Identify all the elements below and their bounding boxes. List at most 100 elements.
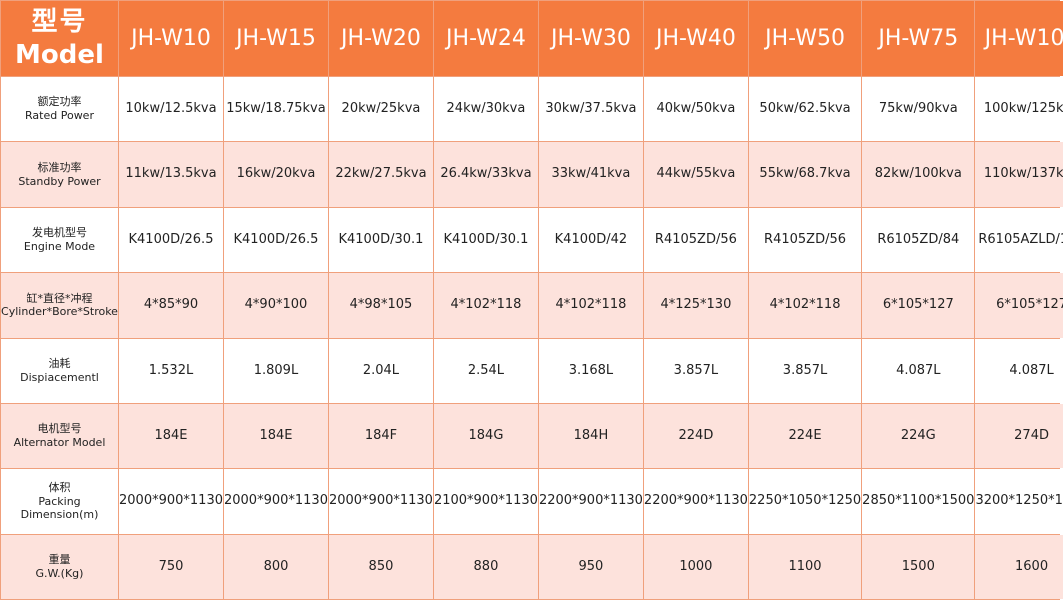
spec-value: 4*102*118	[748, 273, 862, 338]
spec-value: 2000*900*1130	[119, 469, 223, 534]
model-header: JH-W24	[433, 1, 538, 76]
spec-value: 100kw/125kva	[975, 77, 1063, 142]
row-label-cn: 体积	[48, 480, 71, 494]
spec-value: 110kw/137kva	[975, 142, 1063, 207]
spec-value: 880	[433, 534, 538, 599]
spec-value: 82kw/100kva	[862, 142, 975, 207]
spec-value: 850	[328, 534, 433, 599]
spec-value: 11kw/13.5kva	[119, 142, 223, 207]
spec-value: 30kw/37.5kva	[538, 77, 643, 142]
spec-value: 2100*900*1130	[433, 469, 538, 534]
spec-value: 24kw/30kva	[433, 77, 538, 142]
spec-value: 10kw/12.5kva	[119, 77, 223, 142]
spec-value: K4100D/30.1	[328, 207, 433, 273]
header-title-cn: 型号	[31, 7, 88, 37]
spec-value: 750	[119, 534, 223, 599]
spec-value: 1100	[748, 534, 862, 599]
row-label-en: Rated Power	[25, 109, 94, 123]
row-label-en: G.W.(Kg)	[35, 566, 84, 580]
spec-value: 55kw/68.7kva	[748, 142, 862, 207]
spec-value: 4*125*130	[643, 273, 748, 338]
spec-value: 22kw/27.5kva	[328, 142, 433, 207]
spec-value: 184H	[538, 403, 643, 469]
spec-value: 184E	[119, 403, 223, 469]
row-label-en: Standby Power	[18, 174, 101, 188]
spec-value: 224E	[748, 403, 862, 469]
spec-value: 2250*1050*1250	[748, 469, 862, 534]
row-label-en: Packing Dimension(m)	[20, 494, 99, 522]
spec-value: R4105ZD/56	[748, 207, 862, 273]
spec-value: K4100D/42	[538, 207, 643, 273]
row-label: 油耗 Dispiacementl	[1, 338, 118, 403]
spec-value: 3.857L	[643, 338, 748, 403]
spec-value: K4100D/26.5	[223, 207, 328, 273]
spec-value: 950	[538, 534, 643, 599]
model-header: JH-W20	[328, 1, 433, 76]
row-label: 发电机型号 Engine Mode	[1, 207, 118, 273]
spec-value: 1000	[643, 534, 748, 599]
spec-value: 1600	[975, 534, 1063, 599]
row-label: 标准功率 Standby Power	[1, 142, 118, 207]
row-label-en: Cylinder*Bore*Stroke	[1, 305, 118, 319]
row-label: 缸*直径*冲程 Cylinder*Bore*Stroke	[1, 273, 118, 338]
spec-value: 26.4kw/33kva	[433, 142, 538, 207]
spec-value: 1500	[862, 534, 975, 599]
spec-value: 4*90*100	[223, 273, 328, 338]
spec-value: 2000*900*1130	[328, 469, 433, 534]
row-label: 电机型号 Alternator Model	[1, 403, 118, 469]
row-label: 体积 Packing Dimension(m)	[1, 469, 118, 534]
row-label: 重量 G.W.(Kg)	[1, 534, 118, 599]
row-label-cn: 发电机型号	[32, 226, 87, 240]
row-label-en: Dispiacementl	[20, 370, 99, 384]
row-label-cn: 标准功率	[37, 160, 82, 174]
model-header: JH-W40	[643, 1, 748, 76]
spec-value: 6*105*127	[862, 273, 975, 338]
model-header: JH-W10	[119, 1, 223, 76]
model-header: JH-W50	[748, 1, 862, 76]
spec-value: 184G	[433, 403, 538, 469]
row-label-cn: 电机型号	[37, 422, 82, 436]
row-label-en: Engine Mode	[23, 239, 96, 253]
model-header: JH-W30	[538, 1, 643, 76]
spec-value: 2850*1100*1500	[862, 469, 975, 534]
spec-value: 3.857L	[748, 338, 862, 403]
spec-value: 2200*900*1130	[643, 469, 748, 534]
row-label: 额定功率 Rated Power	[1, 77, 118, 142]
spec-value: 15kw/18.75kva	[223, 77, 328, 142]
spec-value: 2200*900*1130	[538, 469, 643, 534]
spec-value: 184E	[223, 403, 328, 469]
spec-value: 3200*1250*1650	[975, 469, 1063, 534]
spec-value: 4*102*118	[433, 273, 538, 338]
spec-value: 2.54L	[433, 338, 538, 403]
spec-value: R6105AZLD/110	[975, 207, 1063, 273]
model-header: JH-W100	[975, 1, 1063, 76]
spec-value: 33kw/41kva	[538, 142, 643, 207]
spec-value: 40kw/50kva	[643, 77, 748, 142]
spec-value: 4*98*105	[328, 273, 433, 338]
row-label-cn: 额定功率	[37, 95, 82, 109]
spec-value: 20kw/25kva	[328, 77, 433, 142]
spec-value: R4105ZD/56	[643, 207, 748, 273]
model-header: JH-W75	[862, 1, 975, 76]
spec-value: 2000*900*1130	[223, 469, 328, 534]
spec-value: 1.532L	[119, 338, 223, 403]
spec-value: 4.087L	[862, 338, 975, 403]
spec-value: 6*105*127	[975, 273, 1063, 338]
spec-value: 4.087L	[975, 338, 1063, 403]
spec-value: 184F	[328, 403, 433, 469]
spec-value: 800	[223, 534, 328, 599]
spec-value: R6105ZD/84	[862, 207, 975, 273]
spec-value: 44kw/55kva	[643, 142, 748, 207]
spec-value: 3.168L	[538, 338, 643, 403]
spec-value: 16kw/20kva	[223, 142, 328, 207]
spec-value: K4100D/30.1	[433, 207, 538, 273]
spec-value: 50kw/62.5kva	[748, 77, 862, 142]
spec-value: 224D	[643, 403, 748, 469]
spec-value: 274D	[975, 403, 1063, 469]
row-label-cn: 重量	[48, 553, 71, 567]
row-label-en: Alternator Model	[13, 436, 106, 450]
spec-value: K4100D/26.5	[119, 207, 223, 273]
header-corner: 型号 Model	[1, 1, 118, 76]
